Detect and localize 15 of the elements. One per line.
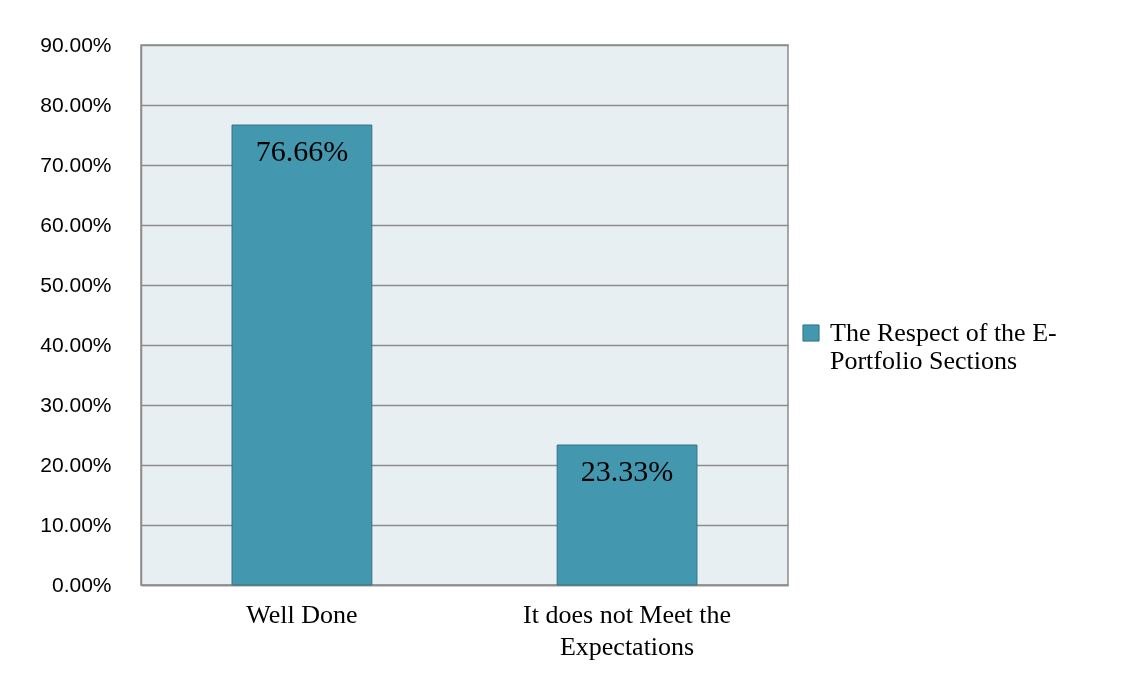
y-tick-label: 50.00% xyxy=(40,272,112,296)
y-tick-label: 30.00% xyxy=(40,392,112,416)
y-tick-label: 70.00% xyxy=(40,152,112,176)
legend-label: The Respect of the E-Portfolio Sections xyxy=(830,318,1057,375)
x-tick-label: It does not Meet the Expectations xyxy=(523,599,732,661)
y-tick-label: 90.00% xyxy=(40,32,112,56)
data-label: 76.66% xyxy=(255,134,349,168)
y-tick-label: 20.00% xyxy=(40,452,112,476)
y-tick-label: 40.00% xyxy=(40,332,112,356)
y-tick-label: 10.00% xyxy=(40,512,112,536)
data-label: 23.33% xyxy=(580,454,674,488)
y-tick-label: 60.00% xyxy=(40,212,112,236)
y-tick-label: 80.00% xyxy=(40,92,112,116)
y-tick-label: 0.00% xyxy=(51,572,112,596)
x-tick-label: Well Done xyxy=(246,599,358,629)
